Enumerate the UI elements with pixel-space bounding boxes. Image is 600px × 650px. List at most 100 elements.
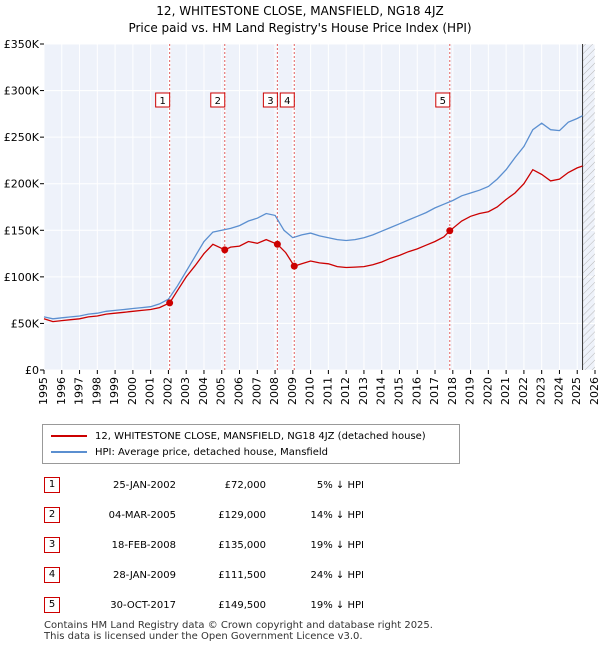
sale-number-badge: 3 [44,537,60,553]
legend-label-property: 12, WHITESTONE CLOSE, MANSFIELD, NG18 4J… [95,430,426,442]
x-tick-label: 2015 [392,377,405,405]
footer-copyright: Contains HM Land Registry data © Crown c… [44,620,433,631]
sale-price: £111,500 [218,569,266,581]
sales-table: 1 25-JAN-2002 £72,000 5% ↓ HPI 2 04-MAR-… [44,470,364,620]
sale-band [168,44,171,370]
sale-date: 25-JAN-2002 [112,479,176,491]
sale-price: £129,000 [218,509,266,521]
y-tick-label: £350K [4,38,40,51]
x-tick-label: 2010 [304,377,317,405]
x-tick-label: 1995 [37,377,50,405]
sale-label-box [210,92,226,108]
sale-hpi-diff: 24% ↓ HPI [310,569,364,581]
sale-label: 4 [284,96,290,107]
price-chart: 1 2 3 4 5 £0 £50K £100K £150K £200K £250K £300K £350… [4,38,600,405]
x-tick-label: 2021 [499,377,512,405]
sale-hpi-diff: 5% ↓ HPI [316,479,364,491]
sale-number-badge: 4 [44,567,60,583]
sale-date: 28-JAN-2009 [112,569,176,581]
y-tick-label: £100K [4,271,40,284]
hpi-line [43,115,583,320]
sale-label-box [435,92,451,108]
property-price-line [43,165,583,323]
sale-price: £149,500 [218,599,266,611]
x-tick-label: 2007 [250,377,263,405]
future-hatch [582,44,595,370]
y-tick-label: £0 [25,364,39,377]
x-tick-label: 2001 [144,377,157,405]
sale-band [276,44,279,370]
sale-label: 1 [159,96,165,107]
x-tick-label: 2009 [286,377,299,405]
y-tick-label: £200K [4,178,40,191]
legend-label-hpi: HPI: Average price, detached house, Mans… [95,446,328,458]
sale-hpi-diff: 14% ↓ HPI [310,509,364,521]
chart-title: 12, WHITESTONE CLOSE, MANSFIELD, NG18 4J… [156,4,444,18]
sale-label: 3 [267,96,273,107]
sale-point [446,227,454,235]
sale-number-badge: 5 [44,597,60,613]
x-tick-label: 2012 [339,377,352,405]
x-tick-label: 2026 [588,377,600,405]
x-tick-label: 2024 [552,377,565,405]
table-row: 5 30-OCT-2017 £149,500 19% ↓ HPI [44,590,364,620]
x-tick-label: 1999 [108,377,121,405]
x-tick-label: 2003 [179,377,192,405]
sale-label: 2 [215,96,221,107]
x-tick-label: 1996 [55,377,68,405]
sale-point [221,246,229,254]
table-row: 1 25-JAN-2002 £72,000 5% ↓ HPI [44,470,364,500]
x-tick-label: 2008 [268,377,281,405]
table-row: 3 18-FEB-2008 £135,000 19% ↓ HPI [44,530,364,560]
sale-label: 5 [440,96,446,107]
legend-swatch-blue [51,451,87,453]
y-tick-label: £150K [4,224,40,237]
table-row: 4 28-JAN-2009 £111,500 24% ↓ HPI [44,560,364,590]
x-tick-label: 2006 [233,377,246,405]
x-tick-label: 2000 [126,377,139,405]
legend-item-hpi: HPI: Average price, detached house, Mans… [51,445,328,459]
sale-band [223,44,226,370]
sale-date: 04-MAR-2005 [108,509,176,521]
sale-price: £72,000 [224,479,266,491]
sale-price: £135,000 [218,539,266,551]
x-tick-label: 2013 [357,377,370,405]
sale-band [293,44,296,370]
sale-point [166,299,174,307]
legend: 12, WHITESTONE CLOSE, MANSFIELD, NG18 4J… [42,424,460,464]
sale-label-box [155,92,171,108]
x-tick-label: 1998 [90,377,103,405]
footer-licence: This data is licensed under the Open Gov… [44,631,363,642]
x-tick-label: 2025 [570,377,583,405]
x-tick-label: 2020 [481,377,494,405]
x-tick-label: 2014 [375,377,388,405]
legend-swatch-red [51,435,87,437]
x-tick-label: 2005 [215,377,228,405]
x-tick-label: 2011 [321,377,334,405]
y-tick-label: £50K [11,317,40,330]
footer: Contains HM Land Registry data © Crown c… [44,620,433,642]
sale-band [448,44,451,370]
y-tick-label: £250K [4,131,40,144]
x-tick-label: 2019 [464,377,477,405]
sale-point [273,240,281,248]
sale-number-badge: 2 [44,507,60,523]
plot-area [44,44,595,370]
sale-hpi-diff: 19% ↓ HPI [310,599,364,611]
sale-date: 18-FEB-2008 [111,539,176,551]
legend-item-property: 12, WHITESTONE CLOSE, MANSFIELD, NG18 4J… [51,429,426,443]
x-tick-label: 2023 [535,377,548,405]
x-tick-label: 2002 [161,377,174,405]
x-tick-label: 2004 [197,377,210,405]
chart-subtitle: Price paid vs. HM Land Registry's House … [128,21,472,35]
sale-date: 30-OCT-2017 [110,599,176,611]
sale-label-box [262,92,278,108]
table-row: 2 04-MAR-2005 £129,000 14% ↓ HPI [44,500,364,530]
sale-hpi-diff: 19% ↓ HPI [310,539,364,551]
x-tick-label: 1997 [73,377,86,405]
sale-number-badge: 1 [44,477,60,493]
x-tick-label: 2022 [517,377,530,405]
x-tick-label: 2016 [410,377,423,405]
x-tick-label: 2018 [446,377,459,405]
x-tick-label: 2017 [428,377,441,405]
